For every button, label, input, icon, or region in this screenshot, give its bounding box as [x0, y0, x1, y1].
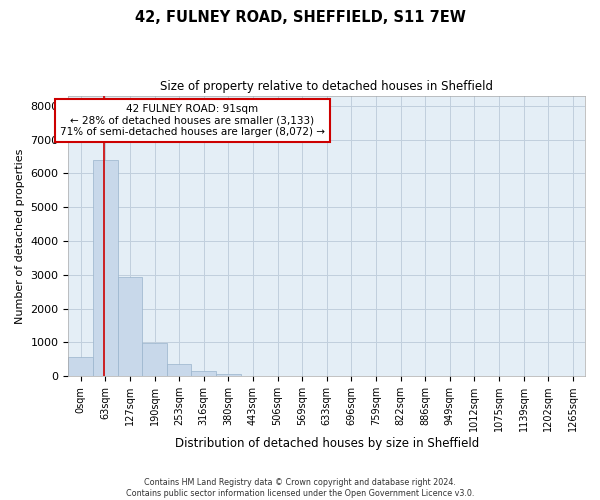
Bar	[93, 160, 118, 376]
Text: 42 FULNEY ROAD: 91sqm
← 28% of detached houses are smaller (3,133)
71% of semi-d: 42 FULNEY ROAD: 91sqm ← 28% of detached …	[60, 104, 325, 137]
Y-axis label: Number of detached properties: Number of detached properties	[15, 148, 25, 324]
Text: 42, FULNEY ROAD, SHEFFIELD, S11 7EW: 42, FULNEY ROAD, SHEFFIELD, S11 7EW	[134, 10, 466, 25]
Bar	[142, 344, 167, 376]
Text: Contains HM Land Registry data © Crown copyright and database right 2024.
Contai: Contains HM Land Registry data © Crown c…	[126, 478, 474, 498]
X-axis label: Distribution of detached houses by size in Sheffield: Distribution of detached houses by size …	[175, 437, 479, 450]
Bar	[68, 358, 93, 376]
Bar	[167, 364, 191, 376]
Bar	[118, 278, 142, 376]
Bar	[216, 374, 241, 376]
Title: Size of property relative to detached houses in Sheffield: Size of property relative to detached ho…	[160, 80, 493, 93]
Bar	[191, 371, 216, 376]
